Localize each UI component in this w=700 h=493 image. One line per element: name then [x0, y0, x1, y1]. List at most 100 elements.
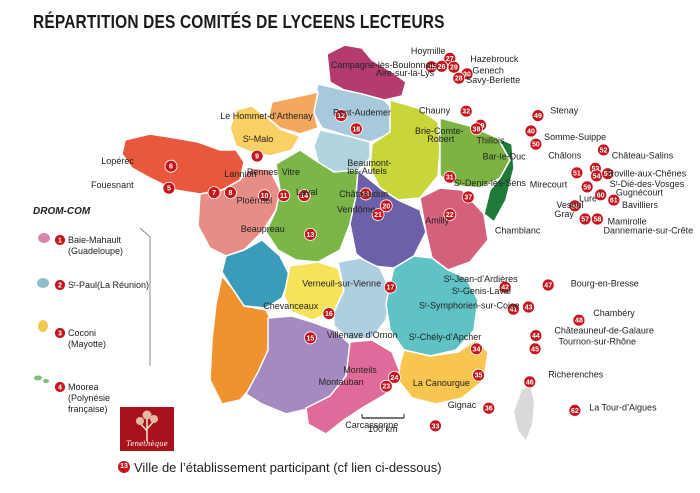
regions	[121, 44, 515, 435]
marker-number: 56	[571, 203, 579, 210]
city-label: Lopérec	[101, 156, 134, 166]
city-label: Le Hommet-d’Arthenay	[220, 111, 313, 121]
city-marker: 36	[482, 401, 496, 415]
city-label: Sᵗ-Chély-d’Apcher	[409, 332, 482, 342]
region-poitou	[221, 239, 291, 309]
city-label: Campagne-lès-Boulonnais	[331, 60, 438, 70]
city-marker: 52	[597, 143, 610, 157]
marker-number: 61	[610, 198, 618, 205]
city-marker: 25	[424, 60, 438, 74]
city-label: Aire-sur-la-Lys	[376, 68, 435, 78]
city-label: Montauban	[319, 377, 364, 387]
city-marker: 29	[447, 60, 461, 74]
city-marker: 60	[594, 188, 608, 202]
drom-marker-number: 2	[58, 283, 62, 290]
marker-number: 29	[450, 65, 458, 72]
city-label: Château-Salins	[612, 151, 674, 161]
city-marker: 19	[359, 187, 373, 201]
city-marker: 10	[258, 189, 271, 203]
city-marker: 23	[379, 379, 393, 393]
region-alsace	[483, 136, 515, 224]
city-label: Verneuil-sur-Vienne	[302, 278, 381, 288]
city-label: les-Autels	[347, 166, 387, 176]
marker-dot	[601, 167, 615, 181]
region-nord	[326, 44, 407, 101]
marker-number: 17	[386, 285, 394, 292]
city-marker: 62	[568, 403, 582, 417]
city-marker: 34	[470, 342, 483, 356]
marker-dot	[531, 109, 545, 122]
marker-number: 57	[581, 217, 589, 224]
city-label: Chambéry	[593, 308, 635, 318]
marker-number: 54	[593, 173, 601, 180]
marker-number: 7	[212, 190, 216, 197]
city-label: Villenave d’Ornon	[327, 330, 398, 340]
marker-dot	[523, 375, 537, 389]
city-label: Beaumont-	[347, 158, 391, 168]
marker-number: 24	[391, 375, 399, 382]
city-label: Thillois	[476, 135, 505, 145]
city-label: Châteauneuf-de-Galaure	[554, 325, 654, 335]
marker-dot	[482, 401, 496, 415]
marker-number: 45	[531, 346, 539, 353]
city-marker: 11	[277, 189, 291, 203]
city-marker: 15	[303, 331, 317, 345]
marker-number: 5	[167, 186, 171, 193]
region-bretagne	[121, 133, 245, 195]
marker-number: 22	[446, 212, 454, 219]
city-label: Laval	[296, 187, 318, 197]
marker-number: 49	[534, 113, 542, 120]
city-label: Hoymille	[411, 46, 446, 56]
marker-number: 62	[571, 408, 579, 415]
marker-dot	[359, 187, 373, 201]
city-label: Gray	[554, 209, 574, 219]
marker-dot	[207, 186, 221, 200]
city-marker: 9	[250, 149, 264, 163]
city-label: Ploërmel	[237, 196, 273, 206]
city-label: Mamirolle	[608, 217, 647, 227]
city-marker: 41	[506, 302, 520, 316]
region-centre	[265, 149, 359, 263]
marker-number: 59	[583, 184, 591, 191]
city-label: Chauny	[419, 105, 451, 115]
city-marker: 33	[429, 419, 442, 433]
marker-dot	[297, 189, 311, 203]
marker-number: 31	[446, 175, 454, 182]
marker-number: 52	[600, 147, 608, 154]
marker-number: 36	[485, 406, 493, 413]
marker-number: 43	[525, 305, 533, 312]
city-label: Pont-Audemer	[333, 108, 391, 118]
marker-dot	[461, 190, 475, 204]
city-label: Bavilliers	[622, 200, 659, 210]
region-basse-normandie	[229, 105, 302, 157]
city-marker: 43	[522, 300, 535, 314]
city-label: Savy-Berlette	[466, 75, 520, 85]
marker-dot	[383, 280, 397, 294]
city-label: Somme-Suippe	[544, 132, 606, 142]
drom-layer: 1 Baie-Mahault(Guadeloupe) 2 Sᵗ-Paul(La Réu…	[54, 234, 149, 414]
city-label: Beaupreau	[241, 224, 285, 234]
city-marker: 13	[303, 227, 317, 241]
marker-dot	[568, 199, 582, 213]
city-marker: 56	[568, 199, 582, 213]
drom-marker-dot	[54, 234, 66, 246]
city-marker: 31	[443, 170, 457, 184]
city-label: Chevanceaux	[263, 301, 319, 311]
drom-label: (Polynésie	[68, 393, 110, 403]
city-label: Lure	[579, 193, 597, 203]
marker-dot	[224, 186, 237, 200]
city-marker: 21	[371, 208, 385, 222]
mayotte-island	[38, 320, 48, 332]
city-label: Mirecourt	[530, 179, 568, 189]
marker-number: 58	[594, 217, 602, 224]
marker-dot	[379, 199, 393, 213]
city-label: Vesoul	[556, 200, 583, 210]
city-label: Sᵗ-Symphorien-sur-Coise	[419, 300, 520, 310]
marker-number: 44	[532, 333, 540, 340]
drom-marker-dot	[54, 279, 66, 291]
drom-label: française)	[68, 404, 108, 414]
city-label: La Canourgue	[413, 378, 470, 388]
marker-dot	[594, 188, 608, 202]
marker-number: 50	[532, 142, 540, 149]
tree-icon	[136, 410, 158, 441]
